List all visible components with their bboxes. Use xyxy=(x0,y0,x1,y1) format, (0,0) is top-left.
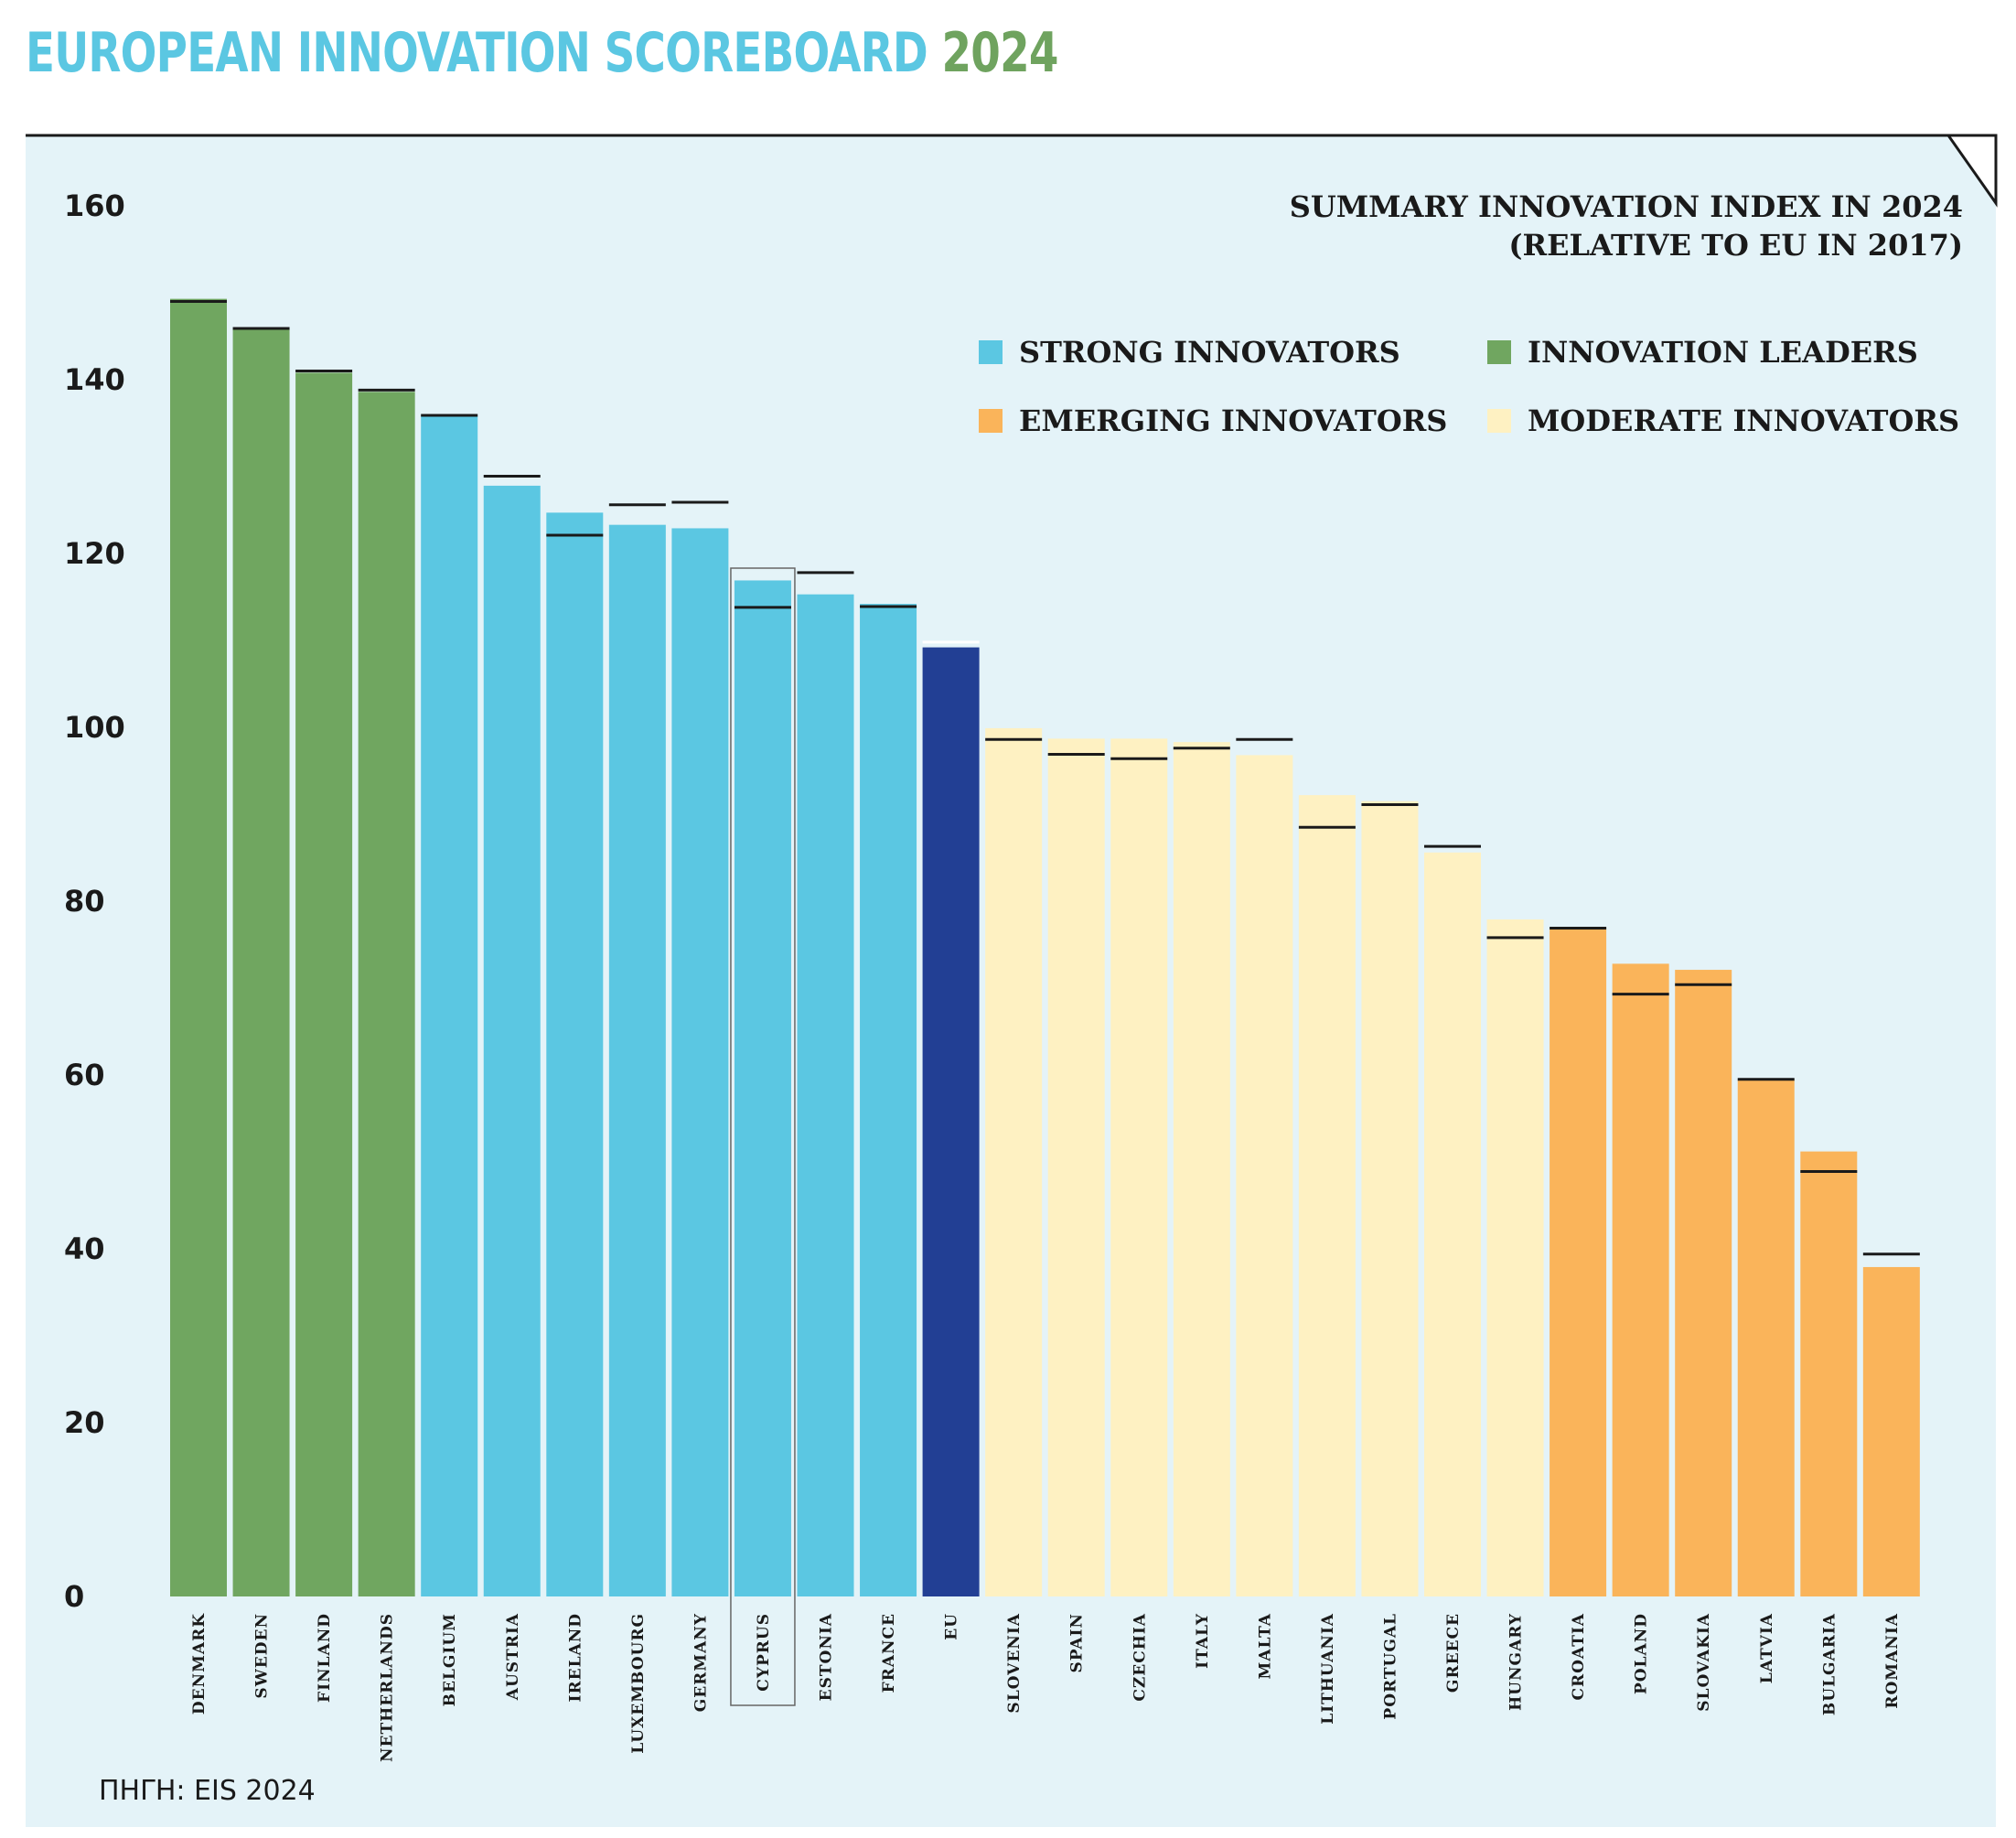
x-label-france: FRANCE xyxy=(880,1613,898,1693)
x-label-belgium: BELGIUM xyxy=(441,1613,459,1706)
source-note: ΠΗΓΗ: EIS 2024 xyxy=(99,1775,316,1807)
bar-bulgaria xyxy=(1800,1151,1858,1596)
bar-greece xyxy=(1424,852,1481,1596)
x-label-italy: ITALY xyxy=(1194,1613,1212,1669)
legend-swatch-moderate-innovators xyxy=(1487,409,1511,433)
bar-slovenia xyxy=(985,727,1043,1596)
cyprus-highlight-box xyxy=(730,567,796,1706)
bar-eu xyxy=(922,647,980,1596)
bar-hungary xyxy=(1486,919,1544,1596)
chart-subtitle: (RELATIVE TO EU IN 2017) xyxy=(1508,228,1963,263)
y-tick-label: 160 xyxy=(64,188,125,223)
x-label-poland: POLAND xyxy=(1633,1613,1651,1694)
x-label-finland: FINLAND xyxy=(316,1613,334,1703)
x-label-sweden: SWEDEN xyxy=(253,1613,272,1699)
x-label-cyprus: CYPRUS xyxy=(755,1613,773,1692)
x-label-ireland: IRELAND xyxy=(566,1613,584,1702)
y-tick-label: 80 xyxy=(64,884,105,919)
x-label-slovenia: SLOVENIA xyxy=(1005,1613,1024,1714)
x-label-romania: ROMANIA xyxy=(1883,1613,1902,1709)
y-tick-label: 100 xyxy=(64,710,125,745)
bar-cyprus xyxy=(734,580,791,1597)
x-label-slovakia: SLOVAKIA xyxy=(1695,1613,1713,1712)
bar-lithuania xyxy=(1298,795,1356,1596)
x-label-lithuania: LITHUANIA xyxy=(1319,1613,1337,1725)
chart-title: SUMMARY INNOVATION INDEX IN 2024 xyxy=(1290,189,1963,224)
bar-portugal xyxy=(1361,801,1419,1596)
x-label-greece: GREECE xyxy=(1444,1613,1463,1693)
x-label-croatia: CROATIA xyxy=(1570,1613,1588,1701)
bar-austria xyxy=(483,485,541,1596)
bar-croatia xyxy=(1550,928,1607,1596)
bar-latvia xyxy=(1737,1079,1795,1596)
bar-france xyxy=(860,604,917,1596)
x-label-spain: SPAIN xyxy=(1068,1613,1087,1673)
bar-romania xyxy=(1862,1266,1920,1596)
bar-luxembourg xyxy=(608,524,666,1596)
title-year: 2024 xyxy=(941,21,1058,85)
x-label-austria: AUSTRIA xyxy=(504,1613,522,1701)
bars-group xyxy=(170,298,1920,1597)
x-label-hungary: HUNGARY xyxy=(1507,1613,1526,1711)
x-label-netherlands: NETHERLANDS xyxy=(379,1613,397,1762)
legend-label-emerging-innovators: EMERGING INNOVATORS xyxy=(1019,403,1447,438)
bar-ireland xyxy=(546,512,604,1596)
legend-swatch-emerging-innovators xyxy=(979,409,1003,433)
y-tick-label: 20 xyxy=(64,1405,105,1440)
bar-belgium xyxy=(421,414,478,1597)
bar-netherlands xyxy=(358,392,415,1596)
legend-label-strong-innovators: STRONG INNOVATORS xyxy=(1019,335,1400,370)
title-main: EUROPEAN INNOVATION SCOREBOARD xyxy=(26,21,928,85)
bar-finland xyxy=(295,372,353,1596)
legend-swatch-strong-innovators xyxy=(979,340,1003,364)
x-label-estonia: ESTONIA xyxy=(818,1613,836,1701)
bar-sweden xyxy=(232,328,290,1596)
y-tick-label: 0 xyxy=(64,1579,84,1614)
bar-italy xyxy=(1173,742,1230,1596)
bar-germany xyxy=(671,528,729,1597)
bar-denmark xyxy=(170,298,227,1596)
legend: STRONG INNOVATORS INNOVATION LEADERS EMERG… xyxy=(979,335,1959,438)
x-label-latvia: LATVIA xyxy=(1758,1613,1776,1683)
legend-label-innovation-leaders: INNOVATION LEADERS xyxy=(1528,335,1918,370)
bar-estonia xyxy=(797,594,854,1596)
x-label-malta: MALTA xyxy=(1256,1613,1274,1680)
bar-poland xyxy=(1612,963,1669,1596)
x-label-czechia: CZECHIA xyxy=(1131,1613,1149,1702)
x-label-luxembourg: LUXEMBOURG xyxy=(629,1613,648,1754)
x-label-bulgaria: BULGARIA xyxy=(1820,1613,1839,1715)
x-label-denmark: DENMARK xyxy=(190,1613,209,1714)
x-label-eu: EU xyxy=(943,1613,961,1640)
corner-fold xyxy=(1946,134,1998,208)
markers-group xyxy=(170,300,1920,1256)
x-axis-labels: DENMARK SWEDEN FINLAND NETHERLANDS BELGIUM AU… xyxy=(190,1613,1902,1762)
legend-label-moderate-innovators: MODERATE INNOVATORS xyxy=(1528,403,1959,438)
bar-czechia xyxy=(1110,738,1168,1596)
legend-swatch-innovation-leaders xyxy=(1487,340,1511,364)
y-axis: 0 20 40 60 80 100 120 140 160 xyxy=(64,188,125,1614)
y-tick-label: 60 xyxy=(64,1058,105,1092)
x-label-germany: GERMANY xyxy=(692,1613,710,1712)
y-tick-label: 40 xyxy=(64,1231,105,1266)
bar-slovakia xyxy=(1675,970,1732,1596)
bar-spain xyxy=(1047,738,1105,1596)
x-label-portugal: PORTUGAL xyxy=(1381,1613,1399,1720)
y-tick-label: 140 xyxy=(64,362,125,397)
y-tick-label: 120 xyxy=(64,536,125,571)
page-title: EUROPEAN INNOVATION SCOREBOARD 2024 xyxy=(26,16,1058,90)
bar-malta xyxy=(1236,755,1293,1596)
